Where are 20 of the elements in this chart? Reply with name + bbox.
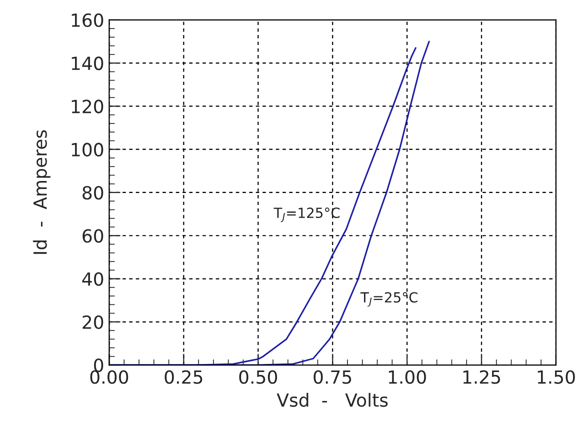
y-tick-label: 120: [72, 100, 104, 114]
x-axis-title: Vsd - Volts: [276, 392, 388, 407]
y-tick-label: 100: [72, 142, 104, 156]
y-tick-label: 20: [82, 315, 104, 330]
x-tick-label: 0.50: [239, 370, 278, 384]
y-axis-title: Id - Amperes: [32, 130, 50, 254]
y-tick-label: 0: [94, 358, 104, 372]
x-tick-label: 1.00: [388, 370, 426, 384]
y-tick-label: 140: [72, 56, 104, 70]
y-tick-label: 160: [72, 13, 104, 28]
series-label: T$_{J}$=25°C: [360, 292, 418, 307]
x-tick-label: 0.75: [314, 370, 352, 384]
x-tick-label: 0.25: [164, 370, 202, 384]
x-tick-label: 0.00: [90, 370, 128, 384]
x-tick-label: 1.25: [463, 370, 500, 384]
x-tick-label: 1.50: [538, 370, 575, 384]
y-tick-label: 60: [82, 229, 104, 243]
y-tick-label: 80: [82, 186, 104, 200]
series-label: T$_{J}$=125°C: [274, 208, 340, 222]
y-tick-label: 40: [82, 272, 104, 286]
